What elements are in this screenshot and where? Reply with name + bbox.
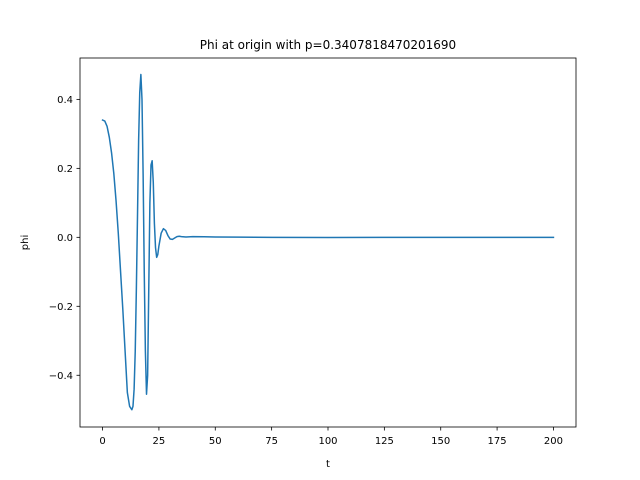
x-tick-label: 100 (318, 436, 337, 447)
axes-spines (79, 57, 577, 428)
x-axis-label: t (326, 459, 330, 470)
chart-title: Phi at origin with p=0.3407818470201690 (200, 38, 456, 52)
plot-area (80, 58, 576, 427)
y-tick-label: 0.4 (57, 95, 73, 106)
y-tick-label: 0.0 (57, 233, 73, 244)
x-tick-label: 150 (431, 436, 450, 447)
ticks-layer: 0 25 50 75 100 125 150 175 200 −0.4 −0.2 0.0 0.2 0.4 (49, 95, 563, 447)
series-line-0 (101, 73, 555, 411)
x-tick-label: 0 (99, 436, 105, 447)
y-tick-label: −0.2 (49, 302, 73, 313)
y-tick-label: 0.2 (57, 164, 73, 175)
x-tick-label: 200 (544, 436, 563, 447)
series-layer (101, 73, 555, 411)
y-tick-label: −0.4 (49, 371, 73, 382)
x-tick-label: 125 (375, 436, 394, 447)
x-tick-label: 25 (153, 436, 166, 447)
x-tick-label: 75 (265, 436, 278, 447)
x-tick-label: 175 (488, 436, 507, 447)
y-axis-label: phi (20, 235, 31, 250)
x-tick-label: 50 (209, 436, 222, 447)
